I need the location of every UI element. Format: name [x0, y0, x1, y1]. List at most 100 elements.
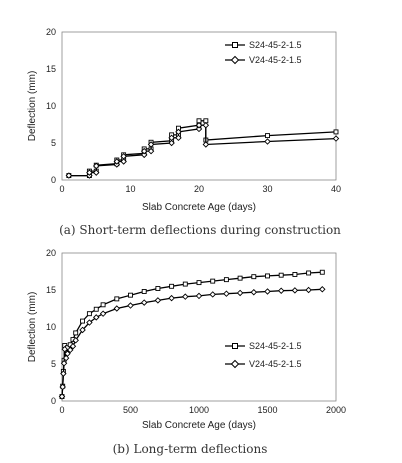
- data-point: [195, 125, 203, 133]
- data-point: [202, 141, 210, 148]
- data-point: [120, 153, 127, 160]
- legend: S24-45-2-1.5 V24-45-2-1.5: [225, 40, 302, 65]
- data-point: [182, 281, 188, 287]
- x-tick-labels: 0 500 1000 1500 2000: [59, 405, 346, 415]
- data-point: [73, 330, 79, 336]
- x-tick-label: 2000: [326, 405, 346, 415]
- x-tick-labels: 0 10 20 30 40: [59, 184, 341, 194]
- y-tick-label: 10: [46, 101, 56, 111]
- y-tick-label: 5: [51, 138, 56, 148]
- x-tick-label: 40: [331, 184, 341, 194]
- data-point: [79, 326, 86, 334]
- data-point: [147, 141, 155, 148]
- y-tick-label: 20: [46, 27, 56, 37]
- y-tick-label: 20: [46, 248, 56, 258]
- data-point: [140, 147, 148, 155]
- data-point: [169, 283, 175, 289]
- data-point: [305, 286, 312, 294]
- data-point: [265, 273, 270, 279]
- x-tick-label: 0: [59, 184, 64, 194]
- data-point: [319, 269, 325, 275]
- data-point: [93, 169, 100, 176]
- legend-label-s24: S24-45-2-1.5: [249, 40, 302, 50]
- data-point: [86, 311, 92, 317]
- data-point: [237, 275, 243, 281]
- legend-marker-s24: [232, 343, 238, 349]
- x-tick-label: 0: [59, 405, 64, 415]
- legend-label-v24: V24-45-2-1.5: [249, 359, 302, 369]
- data-point: [147, 147, 155, 155]
- data-point: [250, 288, 258, 296]
- plot-area-frame: [61, 252, 337, 402]
- data-point: [127, 302, 134, 309]
- y-tick-label: 10: [46, 322, 56, 332]
- y-tick-labels: 0 5 10 15 20: [46, 27, 56, 185]
- data-point: [140, 151, 148, 159]
- caption-a: (a) Short-term deflections during constr…: [59, 223, 341, 237]
- data-point: [61, 345, 68, 353]
- data-point: [223, 290, 230, 297]
- chart-short-term: 0 5 10 15 20 0 10 20 30 40 Deflection (mm) Slab …: [27, 27, 341, 237]
- x-tick-label: 10: [125, 184, 135, 194]
- data-point: [69, 343, 77, 350]
- data-point: [236, 289, 244, 297]
- y-tick-label: 15: [46, 285, 56, 295]
- data-point: [141, 289, 147, 294]
- x-tick-label: 20: [194, 184, 204, 194]
- data-point: [210, 278, 216, 284]
- data-point: [175, 134, 182, 142]
- data-point: [333, 129, 339, 135]
- data-point: [196, 280, 202, 286]
- x-axis-label: Slab Concrete Age (days): [142, 202, 256, 213]
- data-point: [86, 169, 93, 176]
- data-point: [120, 158, 127, 165]
- legend-marker-s24: [232, 42, 238, 48]
- plot-area-frame: [61, 31, 337, 181]
- y-tick-label: 0: [51, 396, 56, 406]
- data-point: [93, 314, 100, 321]
- x-tick-label: 1500: [257, 405, 277, 415]
- data-point: [251, 274, 257, 280]
- series-s24: [66, 118, 339, 179]
- data-point: [93, 306, 99, 312]
- data-point: [168, 134, 175, 142]
- data-point: [292, 272, 298, 277]
- data-point: [58, 393, 66, 400]
- data-point: [209, 291, 216, 298]
- data-point: [265, 133, 270, 139]
- data-point: [114, 296, 120, 302]
- data-point: [278, 272, 284, 278]
- series-line: [68, 120, 337, 177]
- legend-marker-v24: [230, 359, 240, 369]
- data-point: [155, 286, 161, 291]
- series-line: [68, 124, 337, 177]
- data-point: [72, 337, 79, 344]
- series-group: [65, 118, 340, 179]
- x-axis-label: Slab Concrete Age (days): [142, 420, 256, 431]
- data-point: [195, 292, 203, 300]
- data-point: [182, 293, 189, 300]
- data-point: [140, 299, 148, 306]
- data-point: [264, 288, 271, 295]
- y-tick-label: 15: [46, 64, 56, 74]
- data-point: [128, 292, 133, 298]
- data-point: [168, 139, 175, 147]
- chart-long-term: 0 5 10 15 20 0 500 1000 1500 2000 Deflection (mm…: [27, 248, 346, 456]
- data-point: [223, 277, 229, 283]
- data-point: [113, 305, 121, 312]
- series-v24: [58, 286, 326, 400]
- y-tick-labels: 0 5 10 15 20: [46, 248, 56, 406]
- data-point: [113, 158, 121, 165]
- data-point: [93, 162, 100, 170]
- data-point: [154, 297, 162, 304]
- caption-b: (b) Long-term deflections: [113, 442, 268, 456]
- legend-label-v24: V24-45-2-1.5: [249, 55, 302, 65]
- legend: S24-45-2-1.5 V24-45-2-1.5: [225, 341, 302, 369]
- data-point: [59, 383, 66, 391]
- data-point: [99, 310, 107, 317]
- data-point: [100, 302, 106, 308]
- data-point: [195, 122, 203, 129]
- data-point: [291, 287, 299, 294]
- legend-label-s24: S24-45-2-1.5: [249, 341, 302, 351]
